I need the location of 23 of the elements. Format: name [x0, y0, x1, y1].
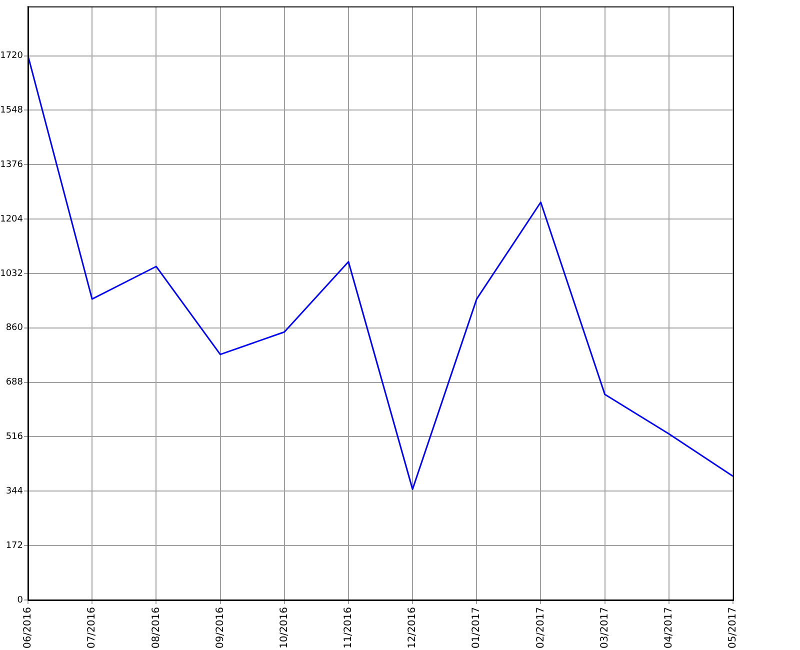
y-tick-label: 172: [6, 540, 23, 551]
y-tick-label: 344: [6, 486, 24, 496]
x-tick-label: 08/2016: [150, 607, 162, 649]
y-tick-label: 688: [6, 378, 24, 388]
x-tick-label: 03/2017: [599, 607, 610, 649]
y-tick-label: 860: [6, 323, 24, 334]
y-tick-label: 1032: [0, 268, 23, 279]
y-tick-label: 516: [6, 432, 24, 442]
x-tick-label: 07/2016: [86, 607, 98, 649]
y-tick-label: 1720: [0, 51, 24, 62]
x-tick-label: 02/2017: [535, 607, 546, 649]
y-tick-label: 1376: [0, 160, 24, 170]
x-tick-label: 05/2017: [728, 607, 739, 649]
x-tick-label: 11/2016: [343, 607, 354, 649]
x-tick-label: 10/2016: [278, 607, 290, 649]
x-tick-label: 12/2016: [407, 607, 418, 649]
x-tick-label: 09/2016: [214, 607, 226, 649]
y-tick-label: 0: [17, 595, 24, 606]
x-tick-label: 01/2017: [471, 607, 482, 649]
y-tick-label: 1204: [0, 214, 24, 224]
x-tick-label: 04/2017: [664, 607, 675, 649]
y-tick-label: 1548: [0, 106, 24, 116]
x-tick-label: 06/2016: [22, 607, 34, 649]
